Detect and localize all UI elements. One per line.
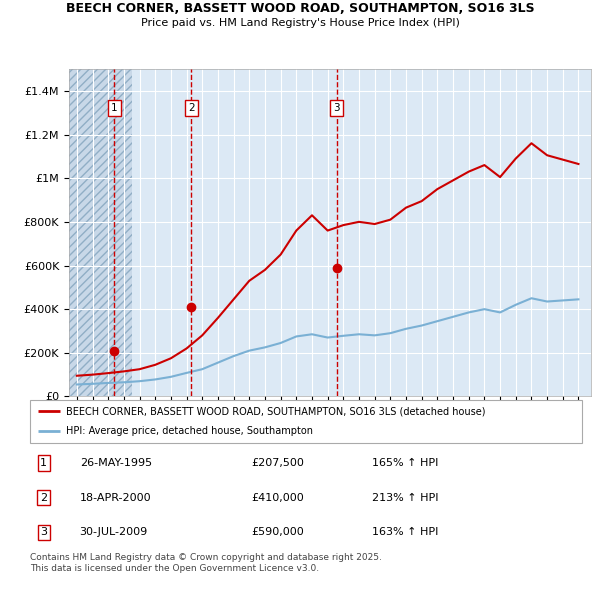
Text: BEECH CORNER, BASSETT WOOD ROAD, SOUTHAMPTON, SO16 3LS (detached house): BEECH CORNER, BASSETT WOOD ROAD, SOUTHAM… <box>66 407 485 417</box>
Text: Contains HM Land Registry data © Crown copyright and database right 2025.
This d: Contains HM Land Registry data © Crown c… <box>30 553 382 573</box>
Text: 18-APR-2000: 18-APR-2000 <box>80 493 151 503</box>
Text: 1: 1 <box>40 458 47 468</box>
Text: £590,000: £590,000 <box>251 527 304 537</box>
FancyBboxPatch shape <box>30 400 582 442</box>
Text: £410,000: £410,000 <box>251 493 304 503</box>
Text: 1: 1 <box>111 103 118 113</box>
Text: 2: 2 <box>188 103 194 113</box>
Bar <box>69 69 132 396</box>
Text: £207,500: £207,500 <box>251 458 304 468</box>
Text: 2: 2 <box>40 493 47 503</box>
Text: 3: 3 <box>40 527 47 537</box>
Text: Price paid vs. HM Land Registry's House Price Index (HPI): Price paid vs. HM Land Registry's House … <box>140 18 460 28</box>
Text: 3: 3 <box>334 103 340 113</box>
Text: 163% ↑ HPI: 163% ↑ HPI <box>372 527 439 537</box>
Text: 30-JUL-2009: 30-JUL-2009 <box>80 527 148 537</box>
Text: 213% ↑ HPI: 213% ↑ HPI <box>372 493 439 503</box>
Text: 26-MAY-1995: 26-MAY-1995 <box>80 458 152 468</box>
Text: HPI: Average price, detached house, Southampton: HPI: Average price, detached house, Sout… <box>66 426 313 436</box>
Text: 165% ↑ HPI: 165% ↑ HPI <box>372 458 439 468</box>
Text: BEECH CORNER, BASSETT WOOD ROAD, SOUTHAMPTON, SO16 3LS: BEECH CORNER, BASSETT WOOD ROAD, SOUTHAM… <box>65 2 535 15</box>
